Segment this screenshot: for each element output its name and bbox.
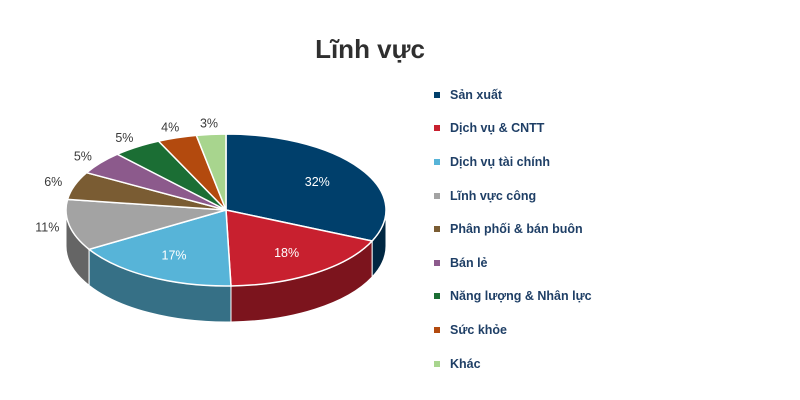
legend-label: Lĩnh vực công [450, 188, 537, 203]
pie-slice-1 [225, 209, 374, 287]
legend-swatch [434, 158, 440, 165]
pie-data-label: 5% [74, 149, 92, 163]
legend-label: Năng lượng & Nhân lực [450, 289, 592, 304]
legend-item: Khác [434, 347, 734, 381]
legend-label: Khác [450, 356, 481, 371]
pie-data-label: 18% [274, 246, 299, 260]
legend-label: Phân phối & bán buôn [450, 222, 583, 237]
legend-item: Sức khỏe [434, 313, 734, 347]
legend-label: Dịch vụ tài chính [450, 154, 551, 169]
pie-data-label: 17% [162, 248, 187, 262]
legend-item: Phân phối & bán buôn [434, 212, 734, 246]
pie-slice-0 [225, 133, 387, 242]
pie-data-label: 6% [44, 175, 62, 189]
legend-swatch [434, 192, 440, 199]
legend-swatch [434, 91, 440, 98]
legend-item: Năng lượng & Nhân lực [434, 280, 734, 314]
pie-data-label: 32% [305, 175, 330, 189]
legend-swatch [434, 326, 440, 333]
legend-label: Sức khỏe [450, 322, 507, 337]
legend-swatch [434, 226, 440, 233]
legend: Sản xuất Dịch vụ & CNTT Dịch vụ tài chính L… [434, 78, 734, 380]
pie-slice-3 [65, 198, 227, 251]
legend-item: Bán lẻ [434, 246, 734, 280]
legend-item: Dịch vụ tài chính [434, 145, 734, 179]
legend-item: Dịch vụ & CNTT [434, 112, 734, 146]
pie-data-label: 4% [161, 121, 179, 135]
legend-item: Sản xuất [434, 78, 734, 112]
pie-data-labels: 32% 18% 17% 11% 6% 5% 5% 4% 3% [35, 117, 330, 263]
legend-label: Dịch vụ & CNTT [450, 121, 545, 136]
pie-slices [65, 133, 387, 287]
legend-swatch [434, 259, 440, 266]
legend-swatch [434, 125, 440, 132]
legend-item: Lĩnh vực công [434, 179, 734, 213]
chart-title: Lĩnh vực [315, 34, 425, 64]
pie-slice-2 [87, 209, 232, 287]
pie-data-label: 3% [200, 117, 218, 131]
legend-swatch [434, 360, 440, 367]
pie-data-label: 11% [35, 220, 59, 234]
legend-label: Bán lẻ [450, 255, 488, 270]
legend-swatch [434, 293, 440, 300]
pie-slice-8 [195, 133, 227, 211]
pie-data-label: 5% [115, 131, 133, 145]
pie-3d-sides [65, 209, 387, 323]
legend-label: Sản xuất [450, 87, 503, 102]
